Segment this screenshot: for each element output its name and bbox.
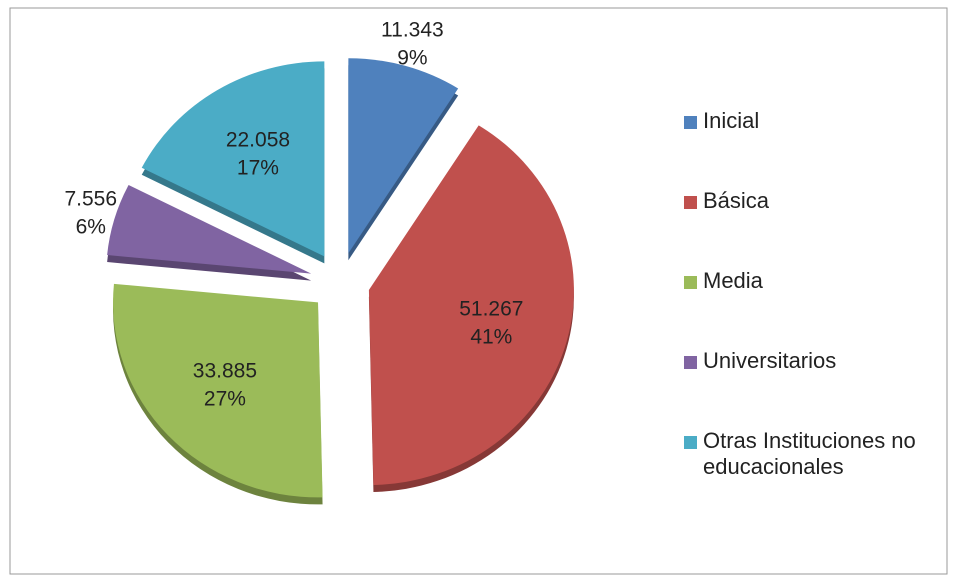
legend-item: Inicial: [684, 108, 934, 188]
legend-label: Otras Instituciones no educacionales: [703, 428, 916, 479]
legend-label: Universitarios: [703, 348, 837, 373]
percent-label: 41%: [470, 325, 512, 348]
legend-item: Media: [684, 268, 934, 348]
legend-item: Básica: [684, 188, 934, 268]
legend-swatch: [684, 196, 697, 209]
value-label: 7.556: [64, 187, 117, 210]
legend-swatch: [684, 116, 697, 129]
slice: [348, 58, 459, 254]
slice: [141, 61, 325, 257]
slice: [107, 184, 312, 274]
value-label: 22.058: [226, 128, 290, 151]
percent-label: 27%: [204, 387, 246, 410]
legend-swatch: [684, 276, 697, 289]
data-label: 7.556 6%: [64, 187, 117, 238]
percent-label: 6%: [76, 215, 106, 238]
data-label: 11.343 9%: [381, 18, 444, 69]
legend-label: Básica: [703, 188, 770, 213]
percent-label: 9%: [397, 46, 427, 69]
value-label: 51.267: [459, 297, 523, 320]
data-label: 33.885 27%: [193, 359, 257, 410]
legend-label: Media: [703, 268, 763, 293]
legend: Inicial Básica Media Universitarios Otras In…: [684, 108, 934, 508]
slice: [368, 125, 574, 485]
value-label: 33.885: [193, 359, 257, 382]
legend-label: Inicial: [703, 108, 760, 133]
legend-swatch: [684, 436, 697, 449]
slice: [113, 283, 323, 498]
data-label: 51.267 41%: [459, 297, 523, 348]
legend-swatch: [684, 356, 697, 369]
legend-item: Universitarios: [684, 348, 934, 428]
value-label: 11.343: [381, 18, 444, 41]
legend-item: Otras Instituciones no educacionales: [684, 428, 934, 508]
data-label: 22.058 17%: [226, 128, 290, 179]
percent-label: 17%: [237, 156, 279, 179]
